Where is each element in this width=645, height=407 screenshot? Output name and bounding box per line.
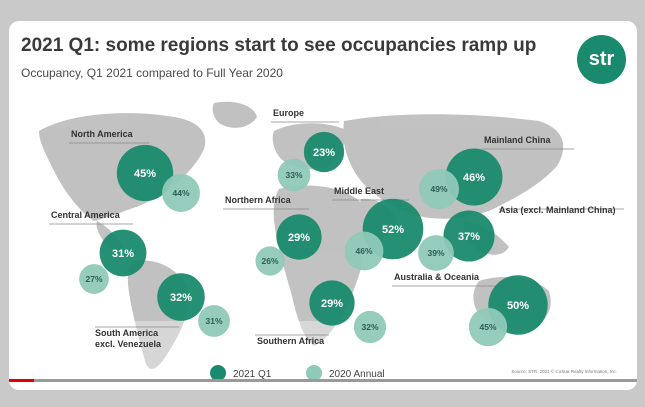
region-1-q1-value: 31% bbox=[112, 248, 134, 260]
region-3-q1-value: 23% bbox=[313, 147, 335, 159]
region-4-q1-value: 29% bbox=[288, 232, 310, 244]
region-8-annual-bubble bbox=[418, 235, 454, 271]
region-4-annual-bubble bbox=[255, 246, 285, 276]
region-6-name-label: Middle East bbox=[334, 186, 384, 196]
region-5-annual-bubble bbox=[353, 310, 387, 344]
legend-label-0: 2021 Q1 bbox=[233, 369, 272, 380]
region-6-annual-bubble bbox=[344, 231, 384, 271]
map-greenland bbox=[212, 101, 257, 128]
region-5-annual-value: 32% bbox=[361, 322, 378, 332]
region-3-q1-bubble bbox=[303, 131, 345, 173]
slide-subtitle: Occupancy, Q1 2021 compared to Full Year… bbox=[21, 66, 283, 80]
region-7-q1-value: 46% bbox=[463, 172, 485, 184]
region-0-q1-bubble bbox=[116, 144, 174, 202]
str-logo-text: str bbox=[588, 48, 615, 70]
region-3-annual-bubble bbox=[277, 158, 311, 192]
bubble-chart: North America 45% 44% Central America 31% 27%… bbox=[49, 108, 624, 349]
slide-title: 2021 Q1: some regions start to see occup… bbox=[21, 35, 537, 56]
region-4-name-label: Northern Africa bbox=[225, 195, 292, 205]
region-8-name-label: Asia (excl. Mainland China) bbox=[499, 205, 616, 215]
source-note: Source: STR. 2021 © CoStar Realty Inform… bbox=[511, 368, 617, 374]
bottom-fade bbox=[9, 321, 637, 390]
region-2-name-line-1: South America bbox=[95, 328, 159, 338]
region-2-q1-bubble bbox=[157, 273, 205, 321]
region-8-q1-value: 37% bbox=[458, 231, 480, 243]
region-2-name-line-2: excl. Venezuela bbox=[95, 339, 162, 349]
region-3-name-label: Europe bbox=[273, 108, 304, 118]
region-1-annual-bubble bbox=[79, 264, 109, 294]
region-4-q1-bubble bbox=[276, 214, 322, 260]
region-5-q1-value: 29% bbox=[321, 298, 343, 310]
region-0-name-label: North America bbox=[71, 129, 134, 139]
legend-swatch-1 bbox=[306, 365, 322, 381]
region-8-q1-bubble bbox=[443, 210, 495, 262]
region-9-q1-value: 50% bbox=[507, 300, 529, 312]
video-progress-bar[interactable] bbox=[9, 379, 637, 382]
region-0-q1-value: 45% bbox=[134, 168, 156, 180]
region-2-annual-value: 31% bbox=[205, 316, 222, 326]
legend-label-1: 2020 Annual bbox=[329, 369, 385, 380]
region-3-annual-value: 33% bbox=[285, 170, 302, 180]
region-2-annual-bubble bbox=[198, 305, 230, 337]
region-9-name-label: Australia & Oceania bbox=[394, 272, 480, 282]
region-9-annual-bubble bbox=[468, 307, 508, 347]
region-4-annual-value: 26% bbox=[261, 256, 278, 266]
region-2-name-label: South America excl. Venezuela bbox=[95, 328, 162, 349]
region-0-annual-value: 44% bbox=[172, 188, 189, 198]
region-9-annual-value: 45% bbox=[479, 322, 496, 332]
region-6-annual-value: 46% bbox=[355, 246, 372, 256]
slide: Source: STR. 2021 © CoStar Realty Inform… bbox=[9, 21, 637, 390]
region-7-annual-bubble bbox=[419, 169, 459, 209]
region-7-annual-value: 49% bbox=[430, 184, 447, 194]
region-1-name-label: Central America bbox=[51, 210, 121, 220]
region-7-q1-bubble bbox=[445, 148, 503, 206]
region-2-q1-value: 32% bbox=[170, 292, 192, 304]
region-1-annual-value: 27% bbox=[85, 274, 102, 284]
region-5-name-label: Southern Africa bbox=[257, 336, 325, 346]
video-progress-fill bbox=[9, 379, 35, 382]
region-8-annual-value: 39% bbox=[427, 248, 444, 258]
region-7-name-label: Mainland China bbox=[484, 135, 551, 145]
region-5-q1-bubble bbox=[309, 280, 355, 326]
legend-swatch-0 bbox=[210, 365, 226, 381]
region-1-q1-bubble bbox=[99, 229, 147, 277]
str-logo: str bbox=[577, 35, 626, 84]
region-6-q1-value: 52% bbox=[382, 224, 404, 236]
chart-legend: 2021 Q1 2020 Annual bbox=[210, 365, 385, 381]
region-0-annual-bubble bbox=[162, 174, 200, 212]
